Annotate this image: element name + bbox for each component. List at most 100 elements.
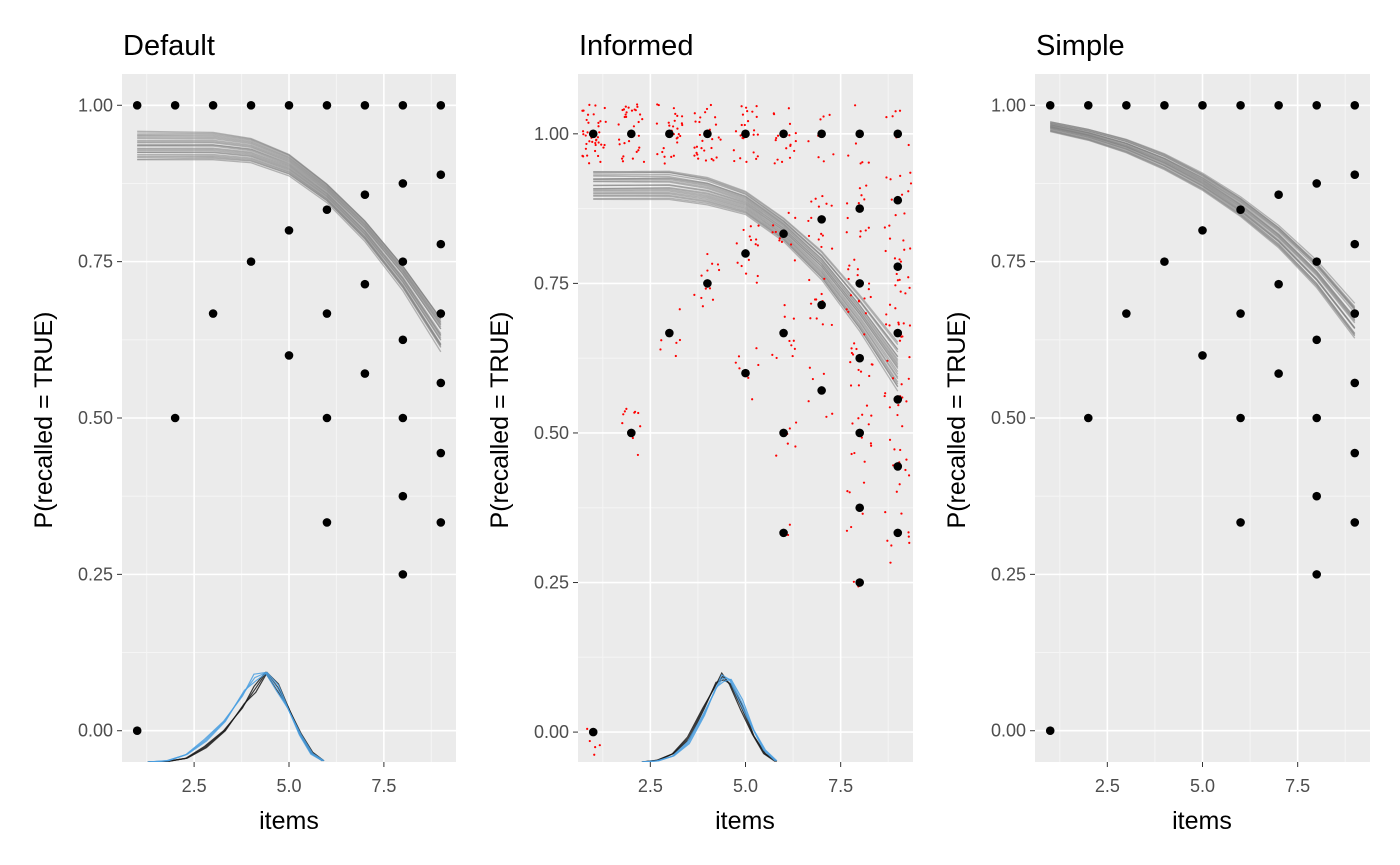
panel-title: Informed — [579, 30, 693, 62]
jitter-point — [627, 106, 630, 109]
jitter-point — [602, 146, 605, 149]
jitter-point — [789, 143, 792, 146]
data-point — [1312, 413, 1322, 423]
jitter-point — [885, 313, 888, 316]
y-tick-label: 0.75 — [991, 252, 1026, 272]
jitter-point — [845, 231, 848, 234]
jitter-point — [846, 490, 849, 493]
jitter-point — [778, 239, 781, 242]
jitter-point — [618, 143, 621, 146]
data-point — [779, 229, 788, 239]
jitter-point — [772, 224, 775, 227]
jitter-point — [699, 116, 702, 119]
jitter-point — [790, 344, 793, 347]
jitter-point — [623, 142, 626, 145]
jitter-point — [701, 139, 704, 142]
jitter-point — [863, 297, 866, 300]
fit-line — [137, 156, 442, 348]
fit-line — [593, 191, 899, 380]
jitter-point — [754, 243, 757, 246]
y-tick-labels: 0.00 0.25 0.50 0.75 1.00 — [78, 95, 122, 741]
data-point — [1045, 100, 1055, 110]
y-axis-title: P(recalled = TRUE) — [30, 312, 58, 529]
jitter-point — [755, 115, 758, 118]
jitter-point — [598, 131, 601, 134]
x-tick-label: 5.0 — [733, 776, 758, 796]
jitter-point — [794, 216, 797, 219]
data-point — [398, 491, 408, 501]
fit-line — [137, 140, 442, 328]
data-point — [626, 428, 636, 438]
jitter-point — [625, 111, 628, 114]
jitter-point — [671, 125, 675, 128]
fit-line — [593, 195, 899, 388]
data-point — [779, 328, 788, 338]
jitter-point — [845, 202, 849, 205]
jitter-point — [678, 308, 681, 311]
jitter-point — [621, 422, 624, 425]
jitter-point — [746, 110, 749, 113]
jitter-point — [715, 156, 718, 159]
jitter-point — [863, 333, 866, 336]
y-tick-label: 1.00 — [78, 95, 113, 115]
jitter-point — [740, 264, 743, 268]
data-point — [855, 204, 865, 213]
data-point — [1350, 309, 1360, 318]
jitter-point — [594, 104, 597, 107]
jitter-point — [596, 154, 600, 158]
data-point — [284, 351, 294, 360]
jitter-point — [894, 214, 897, 217]
y-tick-labels: 0.00 0.25 0.50 0.75 1.00 — [991, 95, 1035, 741]
jitter-point — [898, 339, 902, 342]
jitter-point — [637, 411, 640, 415]
jitter-point — [850, 525, 853, 529]
jitter-point — [700, 296, 703, 300]
jitter-point — [792, 317, 795, 320]
fit-line — [593, 198, 899, 392]
x-tick-label: 2.5 — [1095, 776, 1120, 796]
jitter-point — [774, 230, 777, 234]
jitter-point — [787, 107, 790, 110]
y-tick-labels: 0.00 0.25 0.50 0.75 1.00 — [534, 124, 578, 742]
jitter-point — [847, 268, 850, 271]
jitter-point — [909, 182, 913, 185]
jitter-point — [694, 120, 697, 123]
jitter-point — [755, 281, 758, 284]
jitter-point — [676, 127, 679, 130]
jitter-point — [594, 143, 597, 147]
jitter-point — [809, 317, 812, 320]
jitter-point — [706, 252, 709, 256]
jitter-point — [693, 112, 696, 115]
jitter-point — [693, 293, 696, 296]
x-axis-title: items — [715, 807, 775, 835]
jitter-point — [588, 103, 591, 107]
jitter-point — [660, 339, 663, 342]
jitter-point — [885, 116, 888, 119]
jitter-point — [853, 258, 856, 261]
jitter-point — [633, 108, 636, 111]
jitter-point — [756, 155, 759, 158]
jitter-point — [888, 406, 891, 409]
jitter-point — [775, 136, 778, 140]
jitter-point — [908, 324, 912, 327]
jitter-point — [697, 157, 700, 160]
data-point — [132, 726, 142, 736]
jitter-point — [822, 115, 825, 118]
jitter-point — [701, 305, 704, 308]
jitter-point — [674, 354, 677, 358]
data-point — [741, 129, 750, 139]
jitter-point — [627, 140, 631, 143]
jitter-point — [862, 481, 866, 484]
data-point — [1122, 100, 1131, 110]
data-point — [360, 100, 370, 110]
jitter-point — [584, 134, 587, 137]
data-point — [1198, 100, 1207, 110]
jitter-point — [698, 120, 701, 124]
jitter-point — [783, 315, 786, 318]
jitter-point — [823, 277, 826, 280]
jitter-point — [635, 150, 638, 153]
jitter-point — [854, 142, 858, 145]
jitter-point — [636, 105, 639, 108]
jitter-point — [599, 120, 602, 123]
jitter-point — [867, 226, 870, 229]
